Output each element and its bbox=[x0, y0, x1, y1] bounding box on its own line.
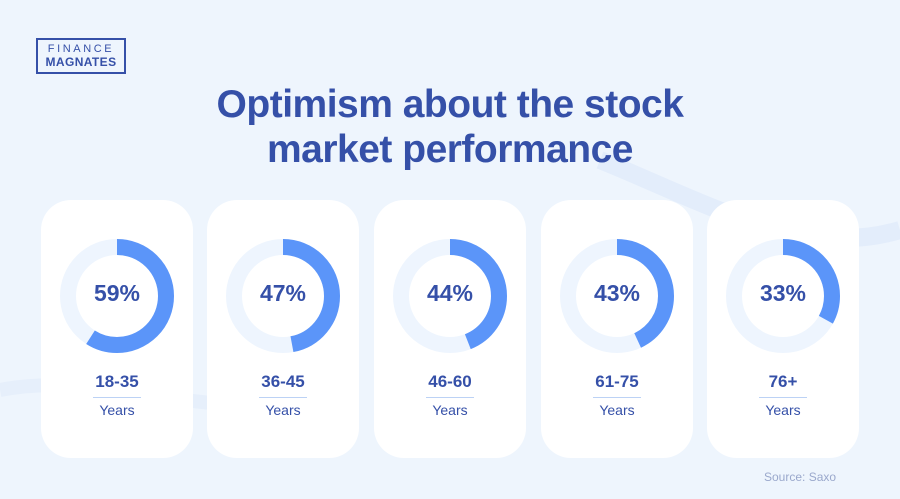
percentage-value: 33% bbox=[759, 280, 807, 306]
source-note: Source: Saxo bbox=[764, 470, 837, 484]
age-range: 46-60 bbox=[428, 372, 472, 391]
donut-chart bbox=[393, 239, 507, 353]
percentage-value: 44% bbox=[426, 280, 474, 306]
age-range: 76+ bbox=[768, 372, 798, 391]
percentage-value: 47% bbox=[259, 280, 307, 306]
page-title: Optimism about the stock market performa… bbox=[0, 82, 900, 172]
age-group-card: 47% 36-45 Years bbox=[207, 200, 359, 458]
divider bbox=[593, 397, 641, 398]
divider bbox=[259, 397, 307, 398]
age-group-card: 59% 18-35 Years bbox=[41, 200, 193, 458]
age-group-card: 44% 46-60 Years bbox=[374, 200, 526, 458]
logo-line-2: MAGNATES bbox=[45, 55, 117, 69]
divider bbox=[759, 397, 807, 398]
finance-magnates-logo: FINANCE MAGNATES bbox=[36, 38, 126, 74]
divider bbox=[426, 397, 474, 398]
donut-chart bbox=[226, 239, 340, 353]
age-unit: Years bbox=[99, 402, 135, 418]
age-range: 36-45 bbox=[261, 372, 305, 391]
age-unit: Years bbox=[765, 402, 801, 418]
donut-chart bbox=[560, 239, 674, 353]
age-unit: Years bbox=[599, 402, 635, 418]
logo-line-1: FINANCE bbox=[47, 43, 115, 55]
age-unit: Years bbox=[432, 402, 468, 418]
percentage-value: 59% bbox=[93, 280, 141, 306]
percentage-value: 43% bbox=[593, 280, 641, 306]
divider bbox=[93, 397, 141, 398]
title-line-2: market performance bbox=[267, 128, 634, 171]
age-range: 61-75 bbox=[595, 372, 639, 391]
age-unit: Years bbox=[265, 402, 301, 418]
age-group-card: 33% 76+ Years bbox=[707, 200, 859, 458]
donut-chart bbox=[726, 239, 840, 353]
title-line-1: Optimism about the stock bbox=[216, 83, 684, 126]
age-range: 18-35 bbox=[95, 372, 139, 391]
donut-chart bbox=[60, 239, 174, 353]
age-group-card: 43% 61-75 Years bbox=[541, 200, 693, 458]
